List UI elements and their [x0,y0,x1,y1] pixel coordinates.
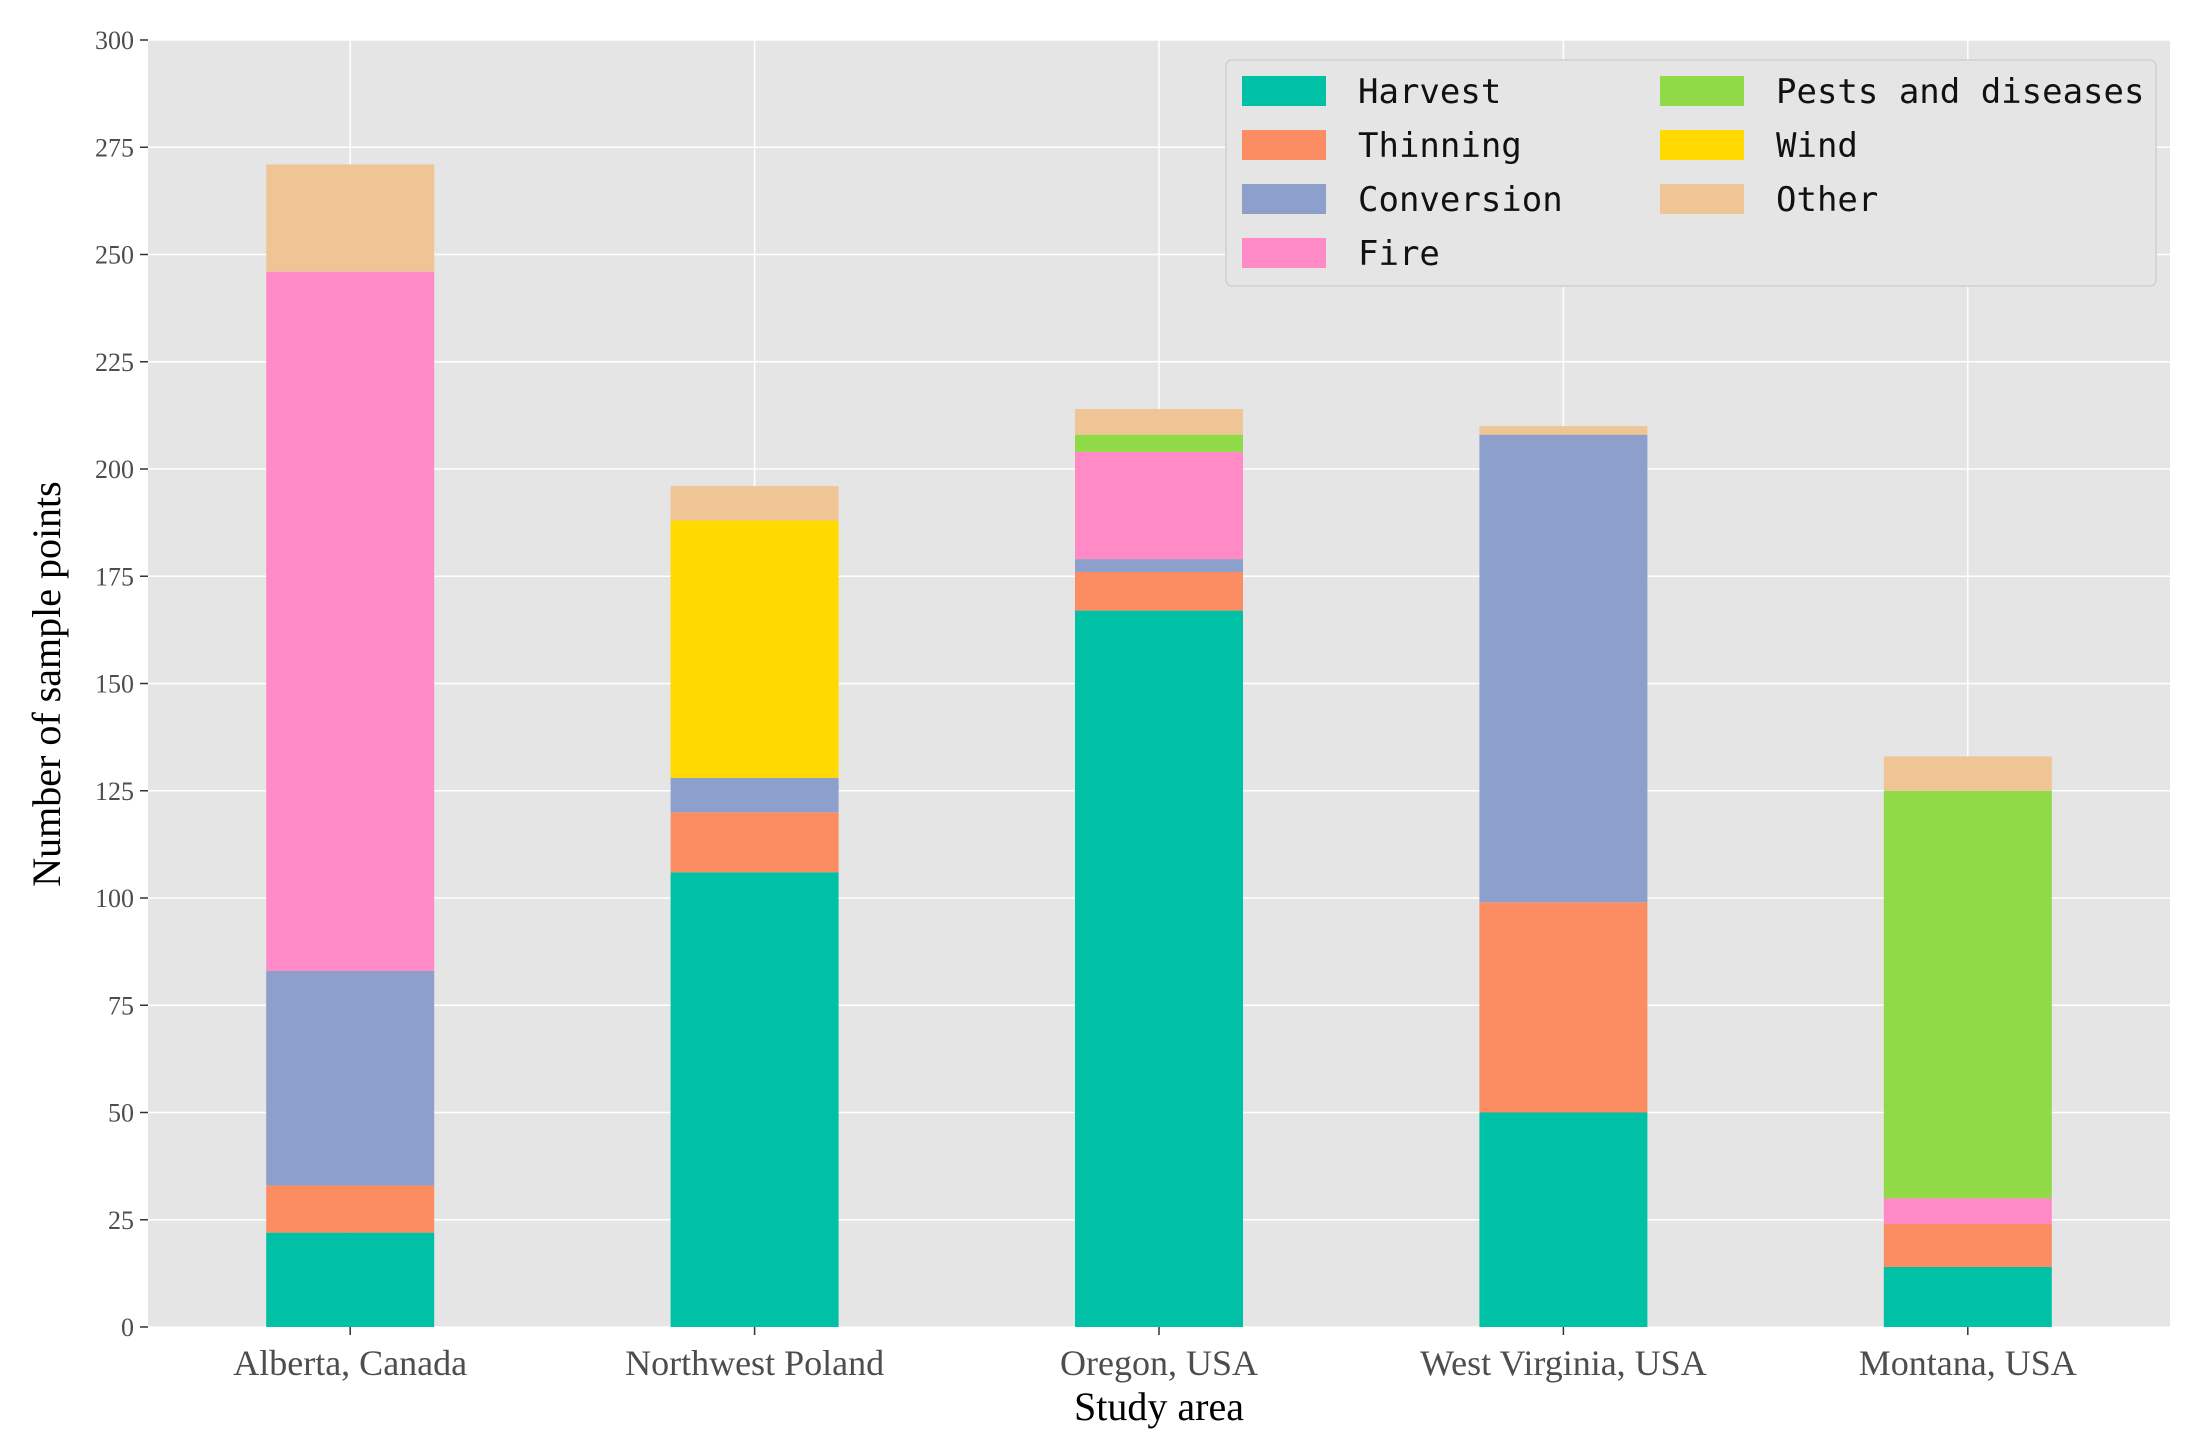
bar-segment-fire [266,272,434,971]
x-tick-label: West Virginia, USA [1420,1343,1707,1383]
legend-swatch [1242,184,1326,214]
y-tick-label: 175 [95,562,134,591]
legend-swatch [1242,76,1326,106]
bar-segment-thinning [1479,902,1647,1112]
y-tick-label: 25 [108,1206,134,1235]
y-tick-label: 300 [95,26,134,55]
legend-label: Pests and diseases [1776,72,2144,112]
legend-label: Wind [1776,126,1858,166]
y-tick-label: 50 [108,1099,134,1128]
legend-label: Fire [1358,234,1440,274]
y-tick-label: 0 [121,1313,134,1342]
y-tick-label: 125 [95,777,134,806]
legend-label: Harvest [1358,72,1501,112]
legend-swatch [1242,130,1326,160]
stacked-bar-chart: 0 25 50 75 100 125 150 175 200 225 250 275 300 Albert… [0,0,2196,1440]
bar-segment-thinning [1075,572,1243,611]
y-tick-label: 275 [95,133,134,162]
y-tick-label: 75 [108,991,134,1020]
x-tick-label: Alberta, Canada [233,1343,467,1383]
bar-segment-thinning [266,1185,434,1232]
bar-segment-harvest [1884,1267,2052,1327]
bar-segment-other [1075,409,1243,435]
legend-swatch [1660,184,1744,214]
y-tick-label: 250 [95,241,134,270]
bar-segment-wind [671,520,839,777]
bar-segment-fire [1884,1198,2052,1224]
bar-segment-harvest [1479,1113,1647,1328]
bar-segment-harvest [1075,611,1243,1327]
legend-label: Thinning [1358,126,1522,166]
legend-label: Conversion [1358,180,1563,220]
bar-segment-conversion [266,971,434,1185]
y-tick-label: 150 [95,670,134,699]
bar-segment-other [1884,756,2052,790]
bar-segment-harvest [671,872,839,1327]
bar-segment-thinning [671,812,839,872]
x-tick-label: Northwest Poland [625,1343,884,1383]
bar-segment-fire [1075,452,1243,559]
legend-label: Other [1776,180,1878,220]
x-tick-label: Montana, USA [1859,1343,2077,1383]
legend-swatch [1242,238,1326,268]
y-tick-label: 225 [95,348,134,377]
x-tick-label: Oregon, USA [1060,1343,1258,1383]
bar-segment-conversion [1479,435,1647,903]
bar-segment-harvest [266,1233,434,1327]
x-axis-title: Study area [1074,1384,1244,1429]
legend-swatch [1660,130,1744,160]
y-tick-label: 200 [95,455,134,484]
y-tick-label: 100 [95,884,134,913]
bar-segment-thinning [1884,1224,2052,1267]
bar-segment-other [266,164,434,271]
bar-segment-conversion [1075,559,1243,572]
legend-swatch [1660,76,1744,106]
bar-segment-pests-and-diseases [1075,435,1243,452]
bar-segment-other [1479,426,1647,435]
bar-segment-conversion [671,778,839,812]
y-axis-title: Number of sample points [24,481,69,887]
bar-segment-pests-and-diseases [1884,791,2052,1199]
legend: Harvest Thinning Conversion Fire Pests and d… [1226,60,2156,286]
bar-segment-other [671,486,839,520]
